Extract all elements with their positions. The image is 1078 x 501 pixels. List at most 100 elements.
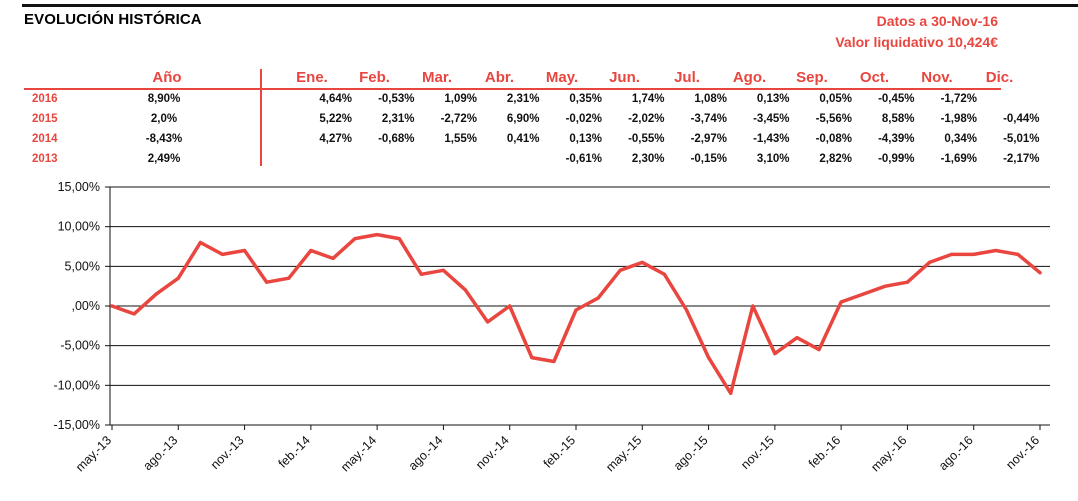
x-tick-label: ago.-13: [141, 433, 181, 473]
x-tick-label: ago.-16: [936, 433, 976, 473]
row-month-value: 0,13%: [756, 93, 790, 105]
header-month: Ene.: [296, 69, 328, 86]
data-point: [132, 312, 136, 316]
row-month-value: -1,69%: [940, 153, 977, 165]
row-month-value: -3,74%: [690, 113, 727, 125]
returns-table-body: 2016 8,90% 4,64% -0,53% 1,09% 2,31% 0,35% 1,74%…: [24, 90, 1040, 170]
y-tick-label: -15,00%: [53, 418, 100, 432]
row-month-value: 2,30%: [631, 153, 665, 165]
data-point: [552, 359, 556, 364]
date-label: Datos a 30-Nov-16: [876, 13, 998, 29]
data-point: [839, 300, 843, 304]
header-month: Dic.: [985, 69, 1014, 86]
table-divider: [260, 69, 262, 166]
x-tick-label: feb.-16: [806, 433, 843, 470]
y-tick-label: -10,00%: [53, 378, 100, 392]
data-point: [662, 272, 667, 276]
row-month-value: 4,27%: [319, 133, 352, 145]
data-point: [729, 391, 733, 395]
row-month-value: 1,09%: [444, 93, 477, 105]
returns-table-header: Año Ene. Feb. Mar. Abr. May. Jun. Jul. Ago. Sep. O…: [24, 69, 1013, 90]
returns-table: Año Ene. Feb. Mar. Abr. May. Jun. Jul. Ago. Sep. O…: [24, 69, 1040, 170]
row-year: 2015: [32, 113, 58, 125]
data-point: [265, 280, 269, 284]
data-point: [530, 356, 534, 360]
data-point: [905, 280, 910, 284]
y-tick-label: ,00%: [72, 299, 101, 313]
data-point: [154, 292, 158, 296]
row-annual: -8,43%: [145, 133, 183, 145]
row-annual: 2,49%: [147, 153, 181, 165]
table-row: 2016 8,90% 4,64% -0,53% 1,09% 2,31% 0,35% 1,74%…: [24, 90, 1001, 110]
data-point: [927, 260, 932, 264]
data-point: [883, 284, 887, 288]
row-year: 2016: [32, 93, 58, 105]
row-month-value: 0,13%: [569, 133, 602, 145]
row-month-value: 3,10%: [756, 153, 790, 165]
data-point: [220, 252, 225, 256]
header-month: Mar.: [421, 69, 452, 86]
row-month-value: -0,61%: [565, 153, 602, 165]
data-point: [684, 308, 689, 312]
data-point: [287, 276, 291, 280]
data-point: [441, 268, 445, 272]
x-tick-label: nov.-15: [738, 433, 777, 472]
data-point: [817, 348, 821, 352]
nav-label: Valor liquidativo 10,424€: [835, 34, 998, 50]
row-year: 2013: [32, 153, 58, 165]
row-month-value: 1,55%: [444, 133, 477, 145]
row-month-value: -0,15%: [690, 153, 727, 165]
x-tick-label: ago.-14: [406, 433, 446, 473]
data-point: [640, 260, 644, 264]
x-tick-label: may.-13: [73, 433, 114, 474]
x-tick-label: nov.-16: [1003, 433, 1042, 472]
x-tick-label: nov.-14: [473, 433, 512, 472]
y-tick-label: -5,00%: [60, 339, 100, 353]
data-point: [331, 256, 335, 260]
row-month-value: 1,74%: [631, 93, 665, 105]
table-row: 2015 2,0% 5,22% 2,31% -2,72% 6,90% -0,02% -2,02…: [24, 110, 1040, 130]
row-month-value: -0,45%: [878, 93, 915, 105]
data-point: [243, 248, 247, 253]
table-row: 2013 2,49% -0,61% 2,30% -0,15% 3,10% 2,82% -0,9…: [24, 150, 1040, 170]
header-month: Sep.: [796, 69, 828, 86]
top-rule: [22, 4, 1078, 7]
series-line: [110, 232, 1042, 396]
x-tick-label: may.-15: [603, 433, 644, 474]
data-point: [773, 352, 777, 356]
row-month-value: -2,17%: [1003, 153, 1040, 165]
header-month: Jul.: [674, 69, 700, 86]
header-month: Nov.: [921, 69, 953, 86]
header-month: Abr.: [484, 69, 515, 86]
row-month-value: -0,02%: [565, 113, 602, 125]
row-month-value: 5,22%: [319, 113, 352, 125]
row-month-value: -1,72%: [940, 93, 977, 105]
data-point: [110, 304, 114, 308]
header-year: Año: [152, 69, 182, 86]
data-point: [1038, 271, 1042, 275]
data-point: [397, 237, 401, 241]
row-month-value: -2,72%: [440, 113, 477, 125]
x-tick-label: nov.-13: [208, 433, 247, 472]
row-month-value: -4,39%: [878, 133, 915, 145]
row-month-value: 4,64%: [319, 93, 352, 105]
header-month: Feb.: [359, 69, 390, 86]
row-month-value: -0,99%: [878, 153, 915, 165]
row-month-value: -2,97%: [690, 133, 727, 145]
row-month-value: 6,90%: [506, 113, 540, 125]
header-month: Ago.: [732, 69, 767, 86]
data-point: [861, 292, 865, 296]
data-point: [618, 268, 622, 272]
data-point: [751, 304, 755, 308]
x-tick-label: may.-14: [338, 433, 379, 474]
row-month-value: 2,82%: [819, 153, 852, 165]
page-title: EVOLUCIÓN HISTÓRICA: [24, 11, 202, 28]
data-point: [574, 308, 578, 312]
data-point: [994, 248, 998, 253]
row-month-value: -0,08%: [815, 133, 852, 145]
x-tick-label: ago.-15: [671, 433, 711, 473]
data-point: [375, 233, 379, 237]
data-point: [950, 252, 954, 256]
row-month-value: 0,05%: [819, 93, 852, 105]
row-month-value: 0,41%: [506, 133, 540, 145]
